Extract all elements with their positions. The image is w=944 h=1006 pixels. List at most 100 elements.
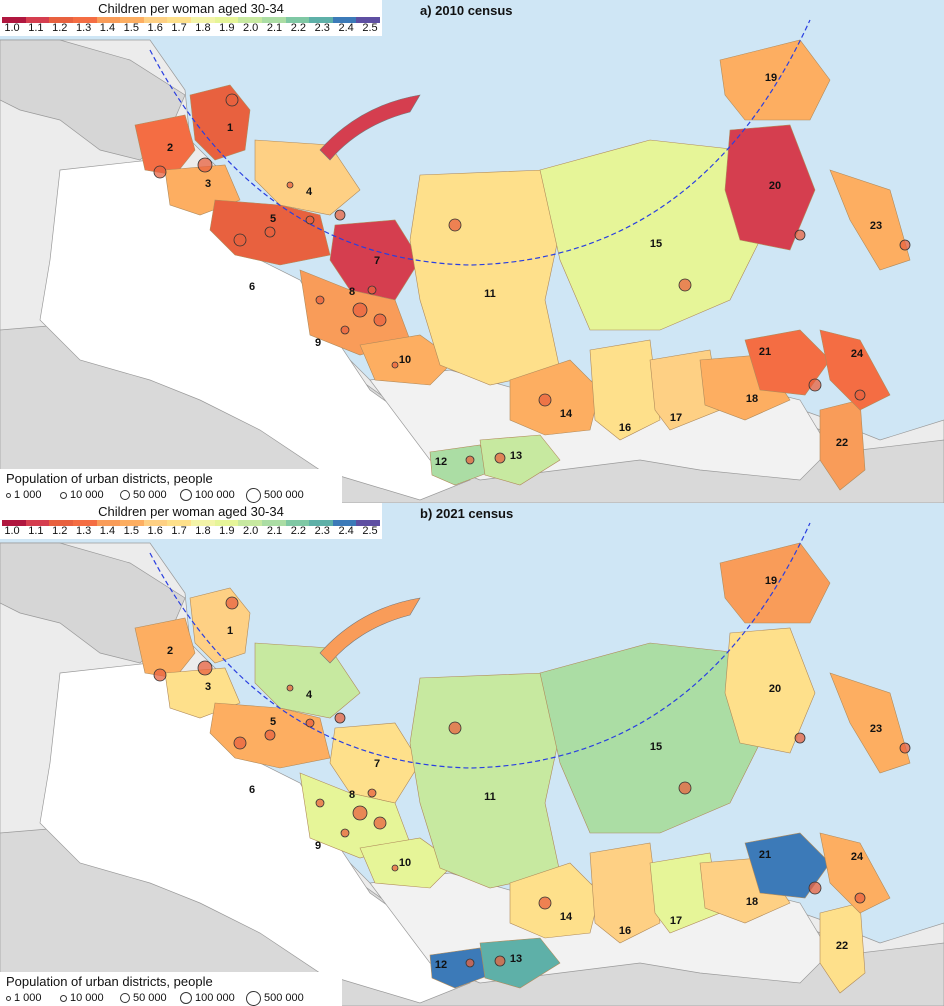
size-legend-circle xyxy=(246,487,261,503)
region-10 xyxy=(359,334,456,386)
urban-district-marker xyxy=(373,816,387,830)
colorbar-tick: 1.2 xyxy=(52,525,68,537)
colorbar-swatch xyxy=(96,17,121,23)
colorbar-tick: 1.9 xyxy=(219,22,235,34)
region-16 xyxy=(589,842,661,944)
colorbar-swatch xyxy=(167,17,191,23)
size-legend-item: 100 000 xyxy=(180,488,235,502)
region-label-1: 1 xyxy=(227,122,233,134)
colorbar-tick: 1.9 xyxy=(219,525,235,537)
region-label-5: 5 xyxy=(270,213,276,225)
map-panel-2021: 1 2 3 4 5 6 7 8 9 10 11 12 13 14 15 16 17 18 19 20 21 22 23 24 … xyxy=(0,503,944,1006)
region-label-22: 22 xyxy=(836,437,848,449)
region-label-5: 5 xyxy=(270,716,276,728)
colorbar-swatch xyxy=(309,17,333,23)
colorbar-tick: 2.2 xyxy=(290,22,307,34)
colorbar-swatch xyxy=(143,520,168,526)
urban-district-marker xyxy=(391,864,399,872)
colorbar-swatch xyxy=(167,520,191,526)
region-19 xyxy=(719,39,831,121)
colorbar-tick: 2.4 xyxy=(338,22,354,34)
colorbar-tick: 1.3 xyxy=(75,22,92,34)
urban-district-marker xyxy=(225,93,239,107)
colorbar-tick: 1.6 xyxy=(147,22,163,34)
region-label-6: 6 xyxy=(249,281,255,293)
region-label-15: 15 xyxy=(650,741,662,753)
region-23 xyxy=(829,169,911,271)
colorbar-tick: 2.2 xyxy=(290,525,307,537)
colorbar-legend: Children per woman aged 30-34 1.0 1.1 1.2 1… xyxy=(0,0,382,36)
urban-district-marker xyxy=(448,218,462,232)
size-legend-label: 10 000 xyxy=(70,992,104,1004)
size-legend-label: 50 000 xyxy=(133,489,167,501)
colorbar-tick: 1.8 xyxy=(195,22,211,34)
colorbar-swatch xyxy=(191,520,215,526)
urban-district-marker xyxy=(794,229,806,241)
urban-district-marker xyxy=(448,721,462,735)
size-legend-circle xyxy=(6,492,11,498)
colorbar-swatch xyxy=(191,17,215,23)
region-14 xyxy=(509,359,601,436)
region-label-20: 20 xyxy=(769,180,781,192)
region-label-16: 16 xyxy=(619,422,631,434)
urban-district-marker xyxy=(225,596,239,610)
colorbar-tick: 2.5 xyxy=(362,22,378,34)
region-label-12: 12 xyxy=(435,959,447,971)
urban-district-marker xyxy=(233,233,247,247)
region-label-14: 14 xyxy=(560,408,573,420)
colorbar-tick: 1.7 xyxy=(171,525,187,537)
size-legend-item: 500 000 xyxy=(246,487,304,503)
region-4 xyxy=(254,642,361,719)
region-label-4: 4 xyxy=(306,689,313,701)
urban-district-marker xyxy=(334,209,346,221)
colorbar-swatch xyxy=(49,17,73,23)
urban-district-marker xyxy=(315,798,325,808)
region-label-20: 20 xyxy=(769,683,781,695)
urban-district-marker xyxy=(678,781,692,795)
region-label-7: 7 xyxy=(374,255,380,267)
urban-district-marker xyxy=(153,668,167,682)
colorbar-swatch xyxy=(72,520,97,526)
region-label-24: 24 xyxy=(851,851,864,863)
size-legend-title: Population of urban districts, people xyxy=(6,974,213,989)
colorbar-tick: 2.4 xyxy=(338,525,354,537)
region-label-11: 11 xyxy=(484,791,496,803)
urban-district-marker xyxy=(197,660,213,676)
colorbar-swatch xyxy=(2,520,26,526)
region-label-24: 24 xyxy=(851,348,864,360)
colorbar-tick: 1.3 xyxy=(75,525,92,537)
urban-district-marker xyxy=(391,361,399,369)
region-2 xyxy=(134,114,196,176)
size-legend-label: 500 000 xyxy=(264,489,304,501)
colorbar-tick: 2.0 xyxy=(243,22,259,34)
size-legend-circle xyxy=(120,490,130,500)
urban-district-marker xyxy=(373,313,387,327)
region-label-15: 15 xyxy=(650,238,662,250)
size-legend-circle xyxy=(180,489,192,501)
region-label-19: 19 xyxy=(765,575,777,587)
region-14 xyxy=(509,862,601,939)
panel-title: b) 2021 census xyxy=(420,506,514,521)
size-legend-item: 500 000 xyxy=(246,990,304,1006)
colorbar-swatch xyxy=(25,520,50,526)
colorbar-tick: 1.1 xyxy=(28,525,44,537)
urban-district-marker xyxy=(808,881,822,895)
region-23 xyxy=(829,672,911,774)
colorbar-tick: 2.1 xyxy=(266,525,283,537)
region-label-4: 4 xyxy=(306,186,313,198)
colorbar-swatch xyxy=(285,17,310,23)
colorbar-tick: 2.0 xyxy=(243,525,259,537)
colorbar-swatch xyxy=(25,17,50,23)
region-4 xyxy=(254,139,361,216)
region-label-13: 13 xyxy=(510,450,522,462)
region-label-22: 22 xyxy=(836,940,848,952)
region-label-8: 8 xyxy=(349,789,355,801)
urban-district-marker xyxy=(315,295,325,305)
colorbar-swatch xyxy=(309,520,333,526)
panel-title: a) 2010 census xyxy=(420,3,513,18)
region-24 xyxy=(819,329,891,411)
region-label-1: 1 xyxy=(227,625,233,637)
colorbar-swatch xyxy=(238,17,262,23)
region-20 xyxy=(724,124,816,251)
region-label-9: 9 xyxy=(315,840,321,852)
